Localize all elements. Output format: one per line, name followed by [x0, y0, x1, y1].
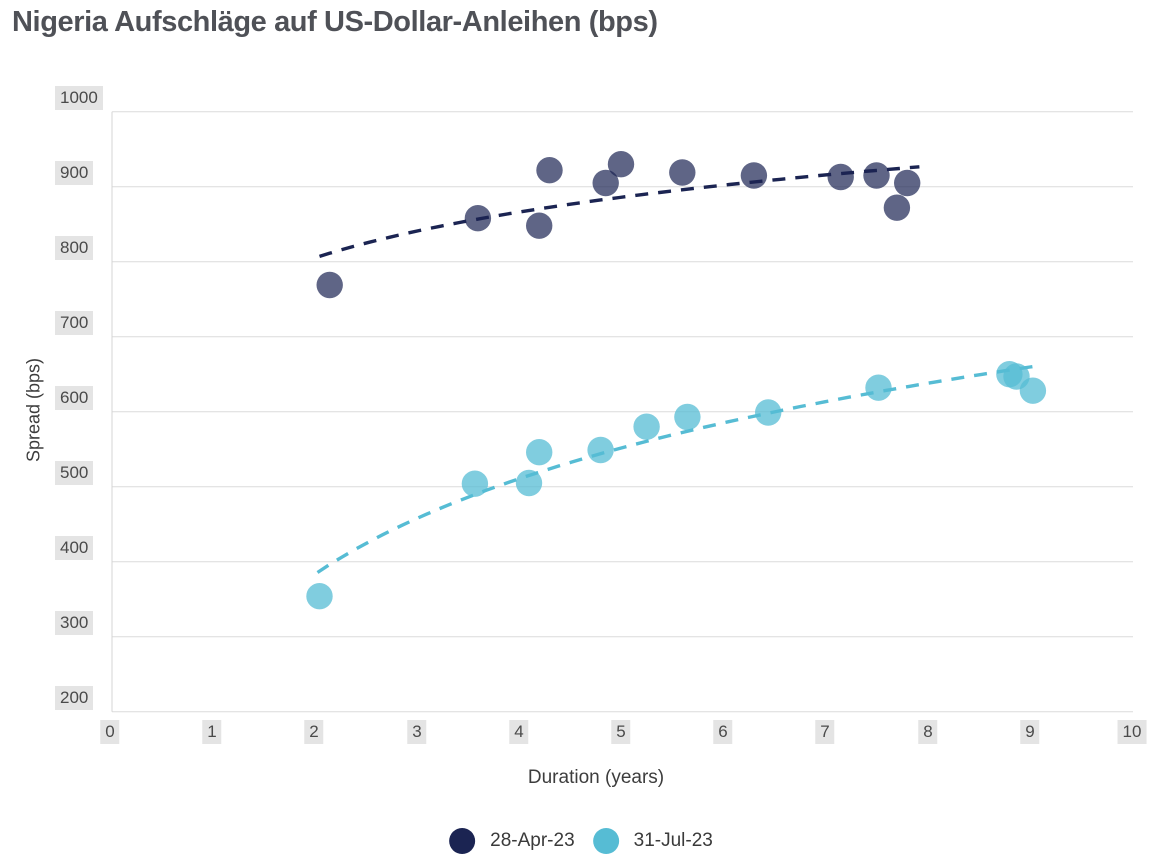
scatter-point[interactable] [536, 157, 563, 184]
scatter-point[interactable] [865, 374, 892, 401]
scatter-point[interactable] [633, 413, 660, 440]
x-tick-label: 3 [407, 720, 427, 744]
scatter-point[interactable] [669, 159, 696, 186]
legend-item: 31-Jul-23 [592, 828, 713, 854]
scatter-point[interactable] [587, 436, 614, 464]
y-tick-label: 800 [55, 236, 94, 260]
scatter-point[interactable] [740, 162, 768, 189]
y-tick-label: 300 [55, 611, 94, 635]
trend-line [316, 363, 1043, 574]
y-tick-label: 1000 [55, 86, 103, 110]
legend: 28-Apr-23 31-Jul-23 [449, 828, 713, 854]
scatter-point[interactable] [894, 169, 921, 197]
scatter-point[interactable] [515, 469, 543, 497]
y-tick-label: 700 [55, 311, 94, 335]
trend-line [318, 165, 920, 259]
x-tick-label: 4 [509, 720, 529, 744]
x-axis-title: Duration (years) [527, 767, 665, 788]
x-tick-label: 2 [304, 720, 324, 744]
scatter-point[interactable] [306, 583, 333, 610]
scatter-point[interactable] [883, 194, 911, 221]
x-tick-label: 8 [918, 720, 938, 744]
scatter-point[interactable] [755, 399, 782, 426]
scatter-point[interactable] [1019, 377, 1047, 404]
scatter-point[interactable] [863, 162, 890, 189]
y-tick-label: 600 [55, 386, 94, 410]
scatter-point[interactable] [464, 205, 492, 232]
legend-label: 31-Jul-23 [633, 830, 713, 851]
x-tick-label: 6 [713, 720, 733, 744]
x-tick-label: 0 [100, 720, 120, 744]
scatter-plot-svg [111, 111, 1133, 713]
chart-title: Nigeria Aufschläge auf US-Dollar-Anleihe… [12, 6, 658, 38]
scatter-point[interactable] [526, 439, 553, 466]
legend-swatch-circle [449, 828, 476, 854]
scatter-point[interactable] [461, 470, 489, 497]
scatter-point[interactable] [827, 163, 854, 191]
y-tick-label: 500 [55, 461, 94, 485]
x-tick-label: 7 [815, 720, 835, 744]
scatter-point[interactable] [316, 271, 343, 299]
y-tick-label: 200 [55, 686, 94, 710]
x-tick-label: 5 [611, 720, 631, 744]
x-tick-label: 9 [1020, 720, 1040, 744]
y-tick-label: 400 [55, 536, 94, 560]
plot-area: 200 300 400 500 600 700 800 900 1000 0 1 2 3 4 5 6 7 8 9 10 [55, 86, 1147, 744]
scatter-point[interactable] [526, 212, 553, 239]
x-tick-label: 1 [202, 720, 222, 744]
scatter-point[interactable] [607, 151, 635, 178]
x-tick-label: 10 [1117, 720, 1147, 744]
y-tick-label: 900 [55, 161, 94, 185]
scatter-point[interactable] [592, 169, 619, 197]
legend-item: 28-Apr-23 [449, 828, 575, 854]
legend-swatch-circle [592, 828, 619, 854]
scatter-point[interactable] [674, 403, 701, 431]
legend-label: 28-Apr-23 [490, 830, 575, 851]
